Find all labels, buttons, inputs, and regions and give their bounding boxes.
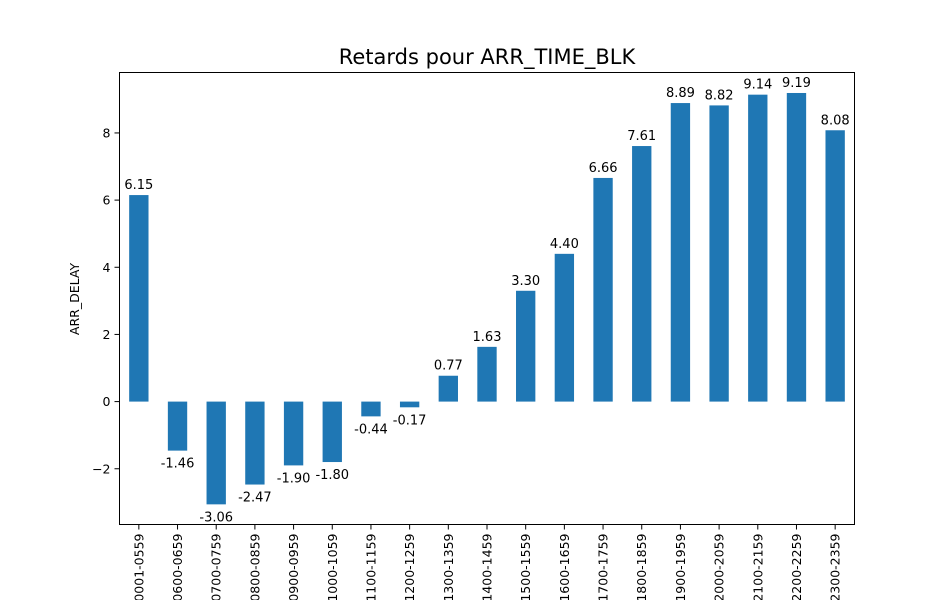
bar — [632, 146, 652, 402]
bar-value-label: -3.06 — [199, 510, 233, 525]
x-tick-label: 0001-0559 — [131, 533, 146, 600]
bar-value-label: 6.15 — [124, 178, 153, 193]
x-tick-label: 2300-2359 — [828, 533, 843, 600]
x-tick-label: 1000-1059 — [325, 533, 340, 600]
bar-value-label: 1.63 — [473, 330, 502, 345]
bar-value-label: -1.46 — [161, 457, 195, 472]
y-tick-label: 6 — [103, 193, 111, 208]
bar — [786, 92, 807, 402]
bar — [554, 253, 575, 402]
bar — [670, 103, 691, 402]
x-tick-label: 1400-1459 — [480, 533, 495, 600]
y-tick-label: 0 — [103, 394, 111, 409]
bar — [593, 177, 613, 402]
y-tick-label: 4 — [103, 260, 111, 275]
bar-value-label: 8.89 — [666, 86, 695, 101]
bar-value-label: 8.82 — [705, 88, 734, 103]
bar — [206, 401, 226, 505]
x-tick-label: 1900-1959 — [673, 533, 688, 600]
bar-value-label: -0.44 — [354, 422, 388, 437]
x-tick-label: 2200-2259 — [789, 533, 804, 600]
x-tick-label: 2100-2159 — [750, 533, 765, 600]
bar — [245, 401, 265, 485]
x-tick-label: 0800-0859 — [247, 533, 262, 600]
bar — [283, 401, 304, 466]
chart-title: Retards pour ARR_TIME_BLK — [339, 45, 637, 70]
bar — [167, 401, 188, 451]
y-tick-label: −2 — [92, 461, 110, 476]
x-tick-label: 1500-1559 — [518, 533, 533, 600]
x-tick-label: 1700-1759 — [596, 533, 611, 600]
y-tick-label: 2 — [103, 327, 111, 342]
x-tick-label: 0600-0659 — [170, 533, 185, 600]
y-axis-label: ARR_DELAY — [67, 263, 82, 336]
bar — [477, 346, 497, 402]
plot-area: 6.15 0001-0559 -1.46 0600-0659 -3.06 0700-075… — [92, 76, 850, 600]
x-tick-label: 0700-0759 — [209, 533, 224, 600]
bar-value-label: 8.08 — [821, 113, 850, 128]
bar-value-label: -0.17 — [393, 413, 427, 428]
bar-value-label: -2.47 — [238, 491, 272, 506]
bar — [748, 94, 768, 402]
bar — [399, 401, 420, 408]
bar — [438, 375, 458, 402]
bar-value-label: 9.19 — [782, 76, 811, 91]
bar-value-label: 0.77 — [434, 359, 463, 374]
x-tick-label: 1300-1359 — [441, 533, 456, 600]
bar-value-label: 7.61 — [627, 129, 656, 144]
bar — [361, 401, 381, 417]
x-tick-label: 1800-1859 — [634, 533, 649, 600]
bar — [825, 130, 845, 402]
bar — [709, 105, 729, 402]
bar-value-label: 6.66 — [589, 161, 618, 176]
bar — [516, 290, 536, 402]
bar — [129, 195, 149, 402]
x-tick-label: 2000-2059 — [712, 533, 727, 600]
x-tick-label: 1100-1159 — [363, 533, 378, 600]
y-tick-label: 8 — [103, 125, 111, 140]
bar-value-label: -1.90 — [277, 471, 311, 486]
bar-value-label: -1.80 — [315, 468, 349, 483]
bar-value-label: 3.30 — [511, 274, 540, 289]
x-tick-label: 1600-1659 — [557, 533, 572, 600]
bar-value-label: 9.14 — [743, 78, 772, 93]
x-tick-label: 0900-0959 — [286, 533, 301, 600]
bar — [322, 401, 342, 463]
bar-value-label: 4.40 — [550, 237, 579, 252]
x-tick-label: 1200-1259 — [402, 533, 417, 600]
plot-frame — [119, 72, 855, 525]
